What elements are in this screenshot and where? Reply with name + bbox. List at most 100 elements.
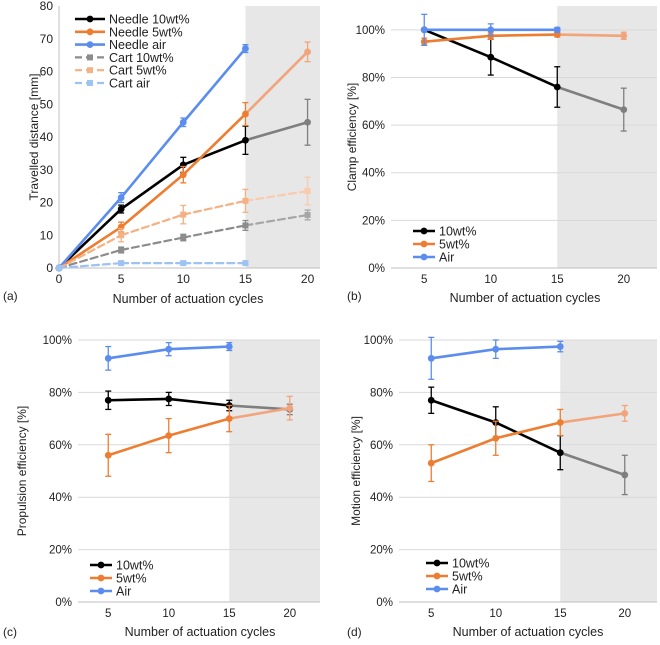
series-cart-air — [56, 260, 248, 271]
legend-label: 10wt% — [452, 557, 490, 571]
series-needle-air — [56, 45, 249, 272]
y-tick-label: 0% — [55, 597, 72, 609]
data-point — [621, 472, 628, 479]
legend: 10wt%5wt%Air — [413, 225, 477, 265]
x-tick-label: 15 — [554, 608, 567, 620]
data-point — [557, 449, 564, 456]
legend-label: 5wt% — [452, 570, 483, 584]
legend-swatch-marker — [87, 67, 93, 73]
data-point — [428, 397, 435, 404]
x-tick-label: 15 — [223, 608, 236, 620]
data-point — [118, 260, 124, 266]
panel-label: (c) — [3, 625, 17, 639]
data-point — [286, 405, 293, 412]
data-point — [56, 265, 62, 271]
legend-swatch-marker — [98, 588, 105, 595]
y-tick-label: 100% — [364, 335, 393, 347]
series-segment — [183, 49, 245, 123]
data-point — [242, 222, 248, 228]
panel-label: (b) — [347, 289, 362, 303]
data-point — [165, 396, 172, 403]
data-point — [304, 119, 311, 126]
legend-swatch-marker — [421, 228, 428, 235]
series-segment — [496, 347, 561, 350]
data-point — [165, 346, 172, 353]
y-tick-label: 80% — [362, 72, 385, 84]
y-tick-label: 80% — [370, 387, 393, 399]
legend-swatch-marker — [87, 80, 93, 86]
data-point — [118, 247, 124, 253]
x-tick-label: 10 — [484, 274, 497, 286]
legend-label: 5wt% — [439, 238, 470, 252]
data-point — [242, 45, 249, 52]
series-segment — [108, 436, 169, 456]
data-point — [557, 343, 564, 350]
data-point — [620, 32, 627, 39]
x-tick-label: 0 — [56, 272, 63, 286]
data-point — [620, 106, 627, 113]
data-point — [180, 235, 186, 241]
legend-swatch-marker — [87, 41, 94, 48]
legend-label: Cart air — [109, 77, 150, 91]
panel-label: (a) — [3, 289, 18, 303]
y-tick-label: 100% — [43, 335, 72, 347]
series-segment — [169, 399, 230, 406]
data-point — [242, 198, 248, 204]
data-point — [428, 460, 435, 467]
legend-swatch-marker — [87, 16, 94, 23]
data-point — [492, 346, 499, 353]
x-axis-label: Number of actuation cycles — [113, 292, 264, 306]
series-segment — [557, 35, 624, 36]
data-point — [105, 397, 112, 404]
series-segment — [431, 349, 496, 358]
data-point — [180, 260, 186, 266]
y-tick-label: 80% — [49, 387, 72, 399]
y-tick-label: 10 — [40, 228, 54, 242]
series-segment — [183, 201, 245, 215]
y-tick-label: 100% — [356, 25, 385, 37]
y-tick-label: 40% — [49, 492, 72, 504]
data-point — [105, 355, 112, 362]
data-point — [554, 84, 561, 91]
panel-a: 0 5 10 15 20 0 10 20 30 40 50 60 70 80 Number of actua… — [3, 0, 320, 306]
y-tick-label: 70 — [40, 32, 54, 46]
y-tick-label: 0% — [368, 263, 385, 275]
legend-label: Air — [452, 583, 467, 597]
series-air — [428, 337, 564, 379]
series-segment — [496, 423, 561, 439]
series-segment — [424, 36, 491, 42]
x-tick-label: 10 — [162, 608, 175, 620]
x-axis-label: Number of actuation cycles — [125, 625, 276, 639]
legend-label: 10wt% — [439, 225, 477, 239]
panel-d: 5 10 15 20 0% 20% 40% 60% 80% 100% Number of actua… — [347, 335, 657, 639]
x-tick-label: 15 — [551, 274, 564, 286]
data-point — [554, 26, 561, 33]
data-point — [226, 343, 233, 350]
x-axis-label: Number of actuation cycles — [450, 291, 601, 305]
data-point — [242, 111, 249, 118]
legend-swatch-marker — [87, 54, 93, 60]
y-tick-label: 40% — [370, 492, 393, 504]
series-segment — [491, 35, 558, 36]
y-tick-label: 30 — [40, 163, 54, 177]
y-tick-label: 40 — [40, 130, 54, 144]
x-tick-label: 20 — [617, 274, 630, 286]
series-segment — [183, 225, 245, 237]
data-point — [118, 206, 125, 213]
series-segment — [169, 419, 230, 436]
data-point — [242, 137, 249, 144]
data-point — [180, 171, 187, 178]
legend-swatch-marker — [98, 562, 105, 569]
y-tick-label: 60% — [370, 440, 393, 452]
shaded-region — [560, 340, 657, 602]
series-segment — [424, 30, 491, 57]
data-point — [165, 432, 172, 439]
y-axis-label: Motion efficiency [%] — [349, 416, 363, 526]
y-tick-label: 60% — [49, 440, 72, 452]
legend-swatch-marker — [421, 241, 428, 248]
series-air — [105, 343, 233, 371]
data-point — [428, 355, 435, 362]
y-tick-label: 0% — [376, 597, 393, 609]
panel-c: 5 10 15 20 0% 20% 40% 60% 80% 100% Number of actua… — [3, 335, 320, 639]
data-point — [421, 26, 428, 33]
